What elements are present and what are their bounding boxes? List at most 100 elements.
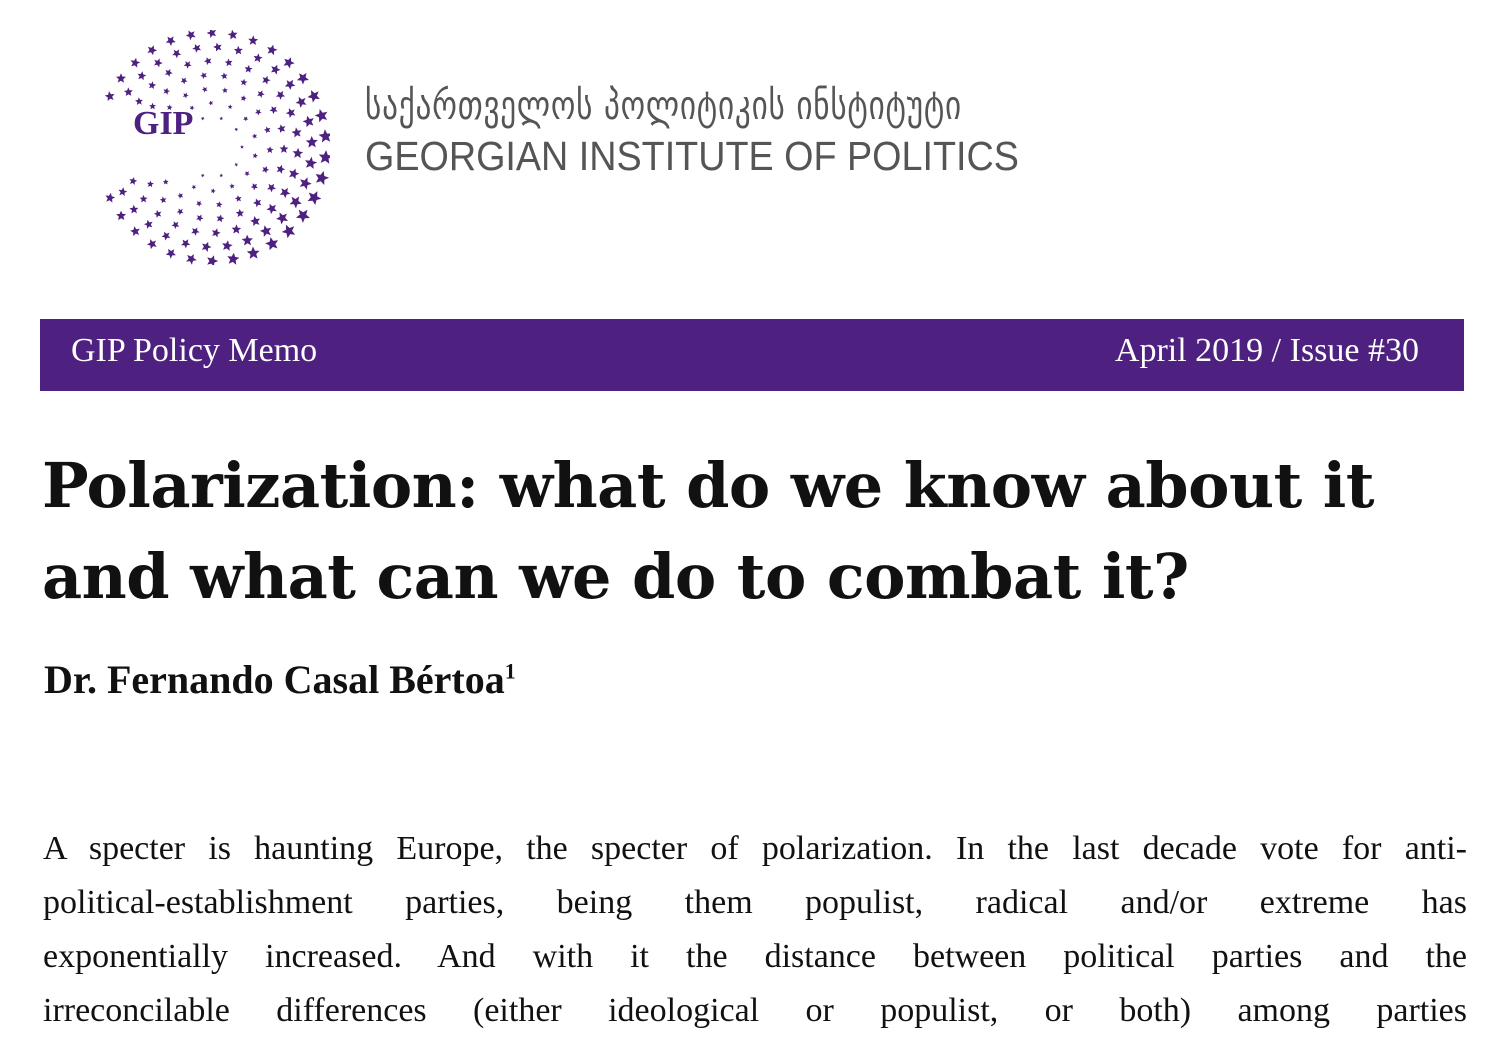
logo-star <box>296 209 310 223</box>
logo-star <box>275 90 286 100</box>
logo-star <box>219 116 224 121</box>
logo-star <box>250 216 260 227</box>
logo-star <box>185 30 196 41</box>
logo-star <box>265 237 279 251</box>
logo-star <box>172 49 182 59</box>
logo-star <box>292 147 304 159</box>
logo-star <box>161 231 171 241</box>
author-name: Dr. Fernando Casal Bértoa <box>44 657 505 702</box>
logo-star <box>240 95 247 102</box>
logo-star <box>222 87 228 94</box>
logo-star <box>200 72 207 79</box>
logo-star <box>235 208 245 218</box>
logo-star <box>118 187 128 197</box>
logo-star <box>213 42 222 52</box>
logo-star <box>318 129 333 143</box>
logo-star <box>154 58 163 68</box>
logo-star <box>139 194 148 203</box>
logo-star <box>183 61 192 69</box>
logo-star <box>253 53 263 63</box>
logo-text: GIP <box>133 105 193 142</box>
logo-star <box>147 45 158 56</box>
logo-star <box>196 200 203 207</box>
logo-star <box>165 69 173 77</box>
logo-star <box>220 72 228 80</box>
logo-star <box>219 173 224 178</box>
logo-star <box>233 45 243 55</box>
star-globe-icon: GIP <box>104 28 333 267</box>
logo-star <box>162 178 169 185</box>
logo-star <box>250 183 258 191</box>
logo-star <box>234 127 239 132</box>
logo-star <box>129 204 139 214</box>
logo-star <box>200 116 205 121</box>
logo-star <box>201 241 212 252</box>
logo-star <box>267 183 276 193</box>
logo-star <box>257 90 265 98</box>
logo-star <box>196 214 204 222</box>
logo-star <box>137 71 147 81</box>
org-name-georgian: საქართველოს პოლიტიკის ინსტიტუტი <box>365 83 962 129</box>
logo-star <box>148 81 157 89</box>
logo-star <box>222 240 233 251</box>
org-name-english: GEORGIAN INSTITUTE OF POLITICS <box>365 133 1019 179</box>
logo-star <box>177 192 184 199</box>
logo-star <box>281 224 296 239</box>
logo-star <box>259 225 272 237</box>
logo-star <box>289 168 300 180</box>
logo-star <box>307 191 322 205</box>
logo-star <box>149 102 156 110</box>
logo-star <box>200 173 205 178</box>
logo-star <box>191 227 200 236</box>
logo-star <box>191 184 197 190</box>
logo-star <box>216 214 225 223</box>
logo-star <box>130 226 140 237</box>
logo-star <box>216 201 223 208</box>
org-name: საქართველოს პოლიტიკის ინსტიტუტი GEORGIAN… <box>365 82 1130 182</box>
logo-star <box>229 183 235 189</box>
issue-label: April 2019 / Issue #30 <box>1114 332 1419 369</box>
logo-star <box>253 198 262 208</box>
logo-star <box>240 145 244 149</box>
document-title: Polarization: what do we know about it a… <box>42 449 1374 613</box>
logo-star <box>166 104 173 111</box>
logo-star <box>262 166 270 174</box>
footnote-marker[interactable]: 1 <box>504 658 516 684</box>
logo-star <box>269 106 278 115</box>
logo-star <box>291 127 302 138</box>
logo-star <box>203 57 212 66</box>
logo-star <box>207 255 219 267</box>
logo-star <box>318 150 333 164</box>
logo-star <box>305 136 318 148</box>
logo-star <box>251 133 257 139</box>
logo-star <box>181 239 191 249</box>
logo-star <box>171 221 180 229</box>
logo-star <box>276 212 288 225</box>
logo-star <box>285 108 296 118</box>
gip-logo: GIP <box>95 28 333 267</box>
logo-star <box>266 203 277 215</box>
body-line: political-establishment parties, being t… <box>43 884 1467 921</box>
body-text: A specter is haunting Europe, the specte… <box>43 822 1467 1038</box>
logo-star <box>271 64 281 75</box>
logo-star <box>146 239 157 250</box>
logo-star <box>315 171 330 185</box>
series-label: GIP Policy Memo <box>71 332 318 369</box>
logo-star <box>248 35 259 45</box>
logo-star <box>130 57 141 68</box>
logo-star <box>210 188 216 194</box>
logo-star <box>105 192 116 203</box>
logo-star <box>255 109 262 116</box>
logo-star <box>208 100 213 106</box>
logo-star <box>231 224 242 234</box>
logo-star <box>182 92 189 99</box>
logo-star <box>206 28 217 38</box>
logo-star <box>240 78 248 86</box>
logo-star <box>279 144 289 153</box>
logo-star <box>227 104 233 110</box>
logo-star <box>244 171 250 177</box>
logo-star <box>189 105 195 111</box>
logo-star <box>263 126 271 134</box>
logo-star <box>307 90 320 103</box>
logo-star <box>262 75 271 85</box>
